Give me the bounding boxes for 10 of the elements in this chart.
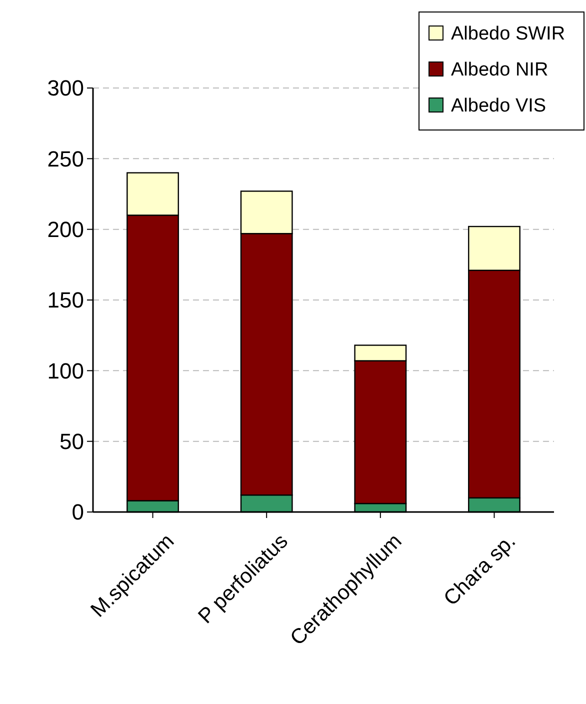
y-tick-label: 150 [47,288,84,313]
y-tick-label: 50 [60,429,84,454]
y-tick-label: 0 [72,500,84,525]
y-tick-label: 300 [47,76,84,101]
legend-label: Albedo VIS [451,96,546,117]
y-tick-label: 200 [47,217,84,242]
legend-label: Albedo SWIR [451,24,566,45]
y-tick-label: 250 [47,146,84,172]
y-tick-label: 100 [47,358,84,384]
legend-label: Albedo NIR [451,60,548,81]
